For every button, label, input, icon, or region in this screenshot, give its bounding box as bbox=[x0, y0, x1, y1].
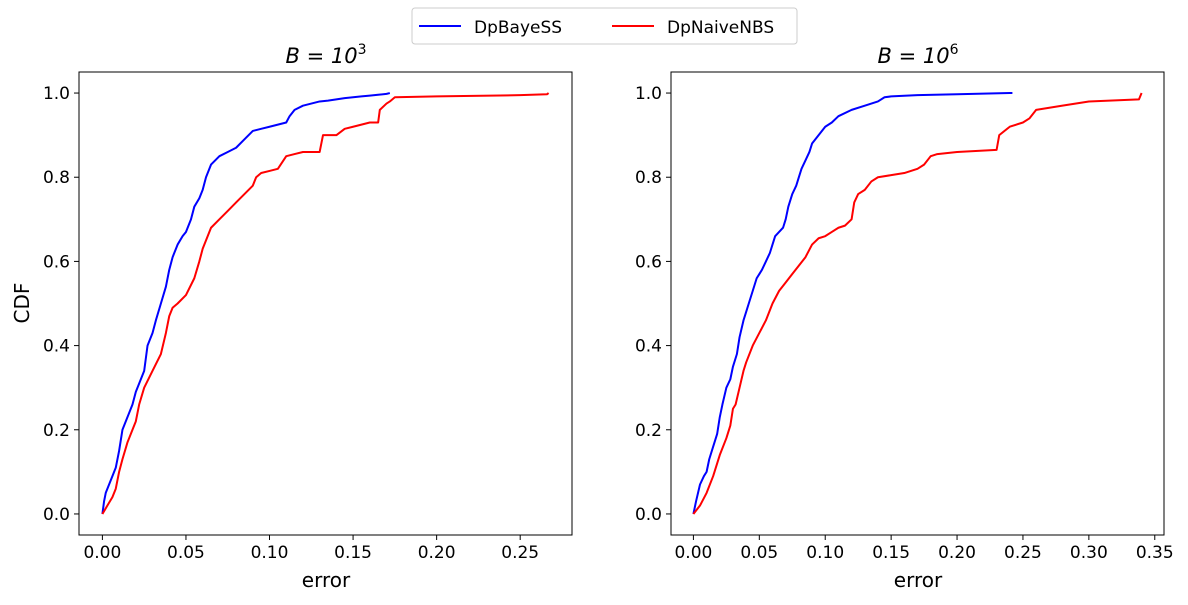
chart-title-left: B = 103 bbox=[286, 42, 367, 68]
x-tick-label-right: 0.00 bbox=[674, 543, 712, 563]
y-tick-label-left: 0.6 bbox=[43, 252, 70, 272]
y-tick-label-left: 1.0 bbox=[43, 84, 70, 104]
x-tick-label-right: 0.15 bbox=[872, 543, 910, 563]
chart-title-right: B = 106 bbox=[878, 42, 959, 68]
x-tick-label-left: 0.20 bbox=[418, 543, 456, 563]
legend-frame bbox=[411, 7, 798, 45]
x-tick-label-left: 0.00 bbox=[83, 543, 121, 563]
series-line-dpnaivenbs-left bbox=[101, 92, 550, 515]
y-tick-label-left: 0.4 bbox=[43, 337, 70, 357]
y-tick-label-right: 1.0 bbox=[635, 84, 662, 104]
legend: DpBayeSS DpNaiveNBS bbox=[411, 7, 798, 45]
chart-title-right-text: B = 10 bbox=[878, 44, 950, 68]
x-tick-label-right: 0.25 bbox=[1004, 543, 1042, 563]
chart-panel-right: B = 106 0.00 0.05 0.10 0.15 0.20 0.25 0.30 0.35… bbox=[635, 42, 1174, 592]
x-tick-label-left: 0.05 bbox=[167, 543, 205, 563]
x-tick-label-right: 0.35 bbox=[1136, 543, 1174, 563]
y-tick-label-left: 0.2 bbox=[43, 421, 70, 441]
series-line-dpnaivenbs-right bbox=[692, 92, 1143, 515]
series-line-dpbayess-right bbox=[692, 92, 1013, 515]
x-axis-label-right: error bbox=[894, 568, 943, 592]
y-tick-label-left: 0.0 bbox=[43, 505, 70, 525]
x-tick-label-left: 0.15 bbox=[334, 543, 372, 563]
y-axis-label-left: CDF bbox=[10, 283, 34, 324]
series-line-dpbayess-left bbox=[101, 92, 391, 515]
x-tick-label-left: 0.10 bbox=[251, 543, 289, 563]
legend-label-dpbayess: DpBayeSS bbox=[474, 18, 562, 38]
x-tick-label-right: 0.10 bbox=[806, 543, 844, 563]
x-tick-label-right: 0.30 bbox=[1070, 543, 1108, 563]
y-tick-label-left: 0.8 bbox=[43, 168, 70, 188]
y-tick-label-right: 0.6 bbox=[635, 252, 662, 272]
legend-label-dpnaivenbs: DpNaiveNBS bbox=[667, 18, 774, 38]
y-tick-label-right: 0.0 bbox=[635, 505, 662, 525]
chart-panel-left: B = 103 0.00 0.05 0.10 0.15 0.20 0.250.00.20.… bbox=[10, 42, 573, 592]
y-tick-label-right: 0.8 bbox=[635, 168, 662, 188]
x-tick-label-right: 0.05 bbox=[740, 543, 778, 563]
axes-frame-right bbox=[670, 71, 1165, 536]
plot-area-left: 0.00 0.05 0.10 0.15 0.20 0.25 0.0 0.2 0.4 0.6 0.8 1… bbox=[43, 84, 550, 563]
y-tick-label-right: 0.2 bbox=[635, 421, 662, 441]
x-axis-label-left: error bbox=[302, 568, 351, 592]
axes-frame-left bbox=[78, 71, 573, 536]
x-tick-label-left: 0.25 bbox=[501, 543, 539, 563]
x-tick-label-right: 0.20 bbox=[938, 543, 976, 563]
chart-title-right-exponent: 6 bbox=[950, 42, 959, 58]
plot-area-right: 0.00 0.05 0.10 0.15 0.20 0.25 0.30 0.35 0.0 0.2 0.… bbox=[635, 84, 1174, 563]
chart-title-left-text: B = 10 bbox=[286, 44, 358, 68]
y-tick-label-right: 0.4 bbox=[635, 337, 662, 357]
chart-title-left-exponent: 3 bbox=[358, 42, 367, 58]
